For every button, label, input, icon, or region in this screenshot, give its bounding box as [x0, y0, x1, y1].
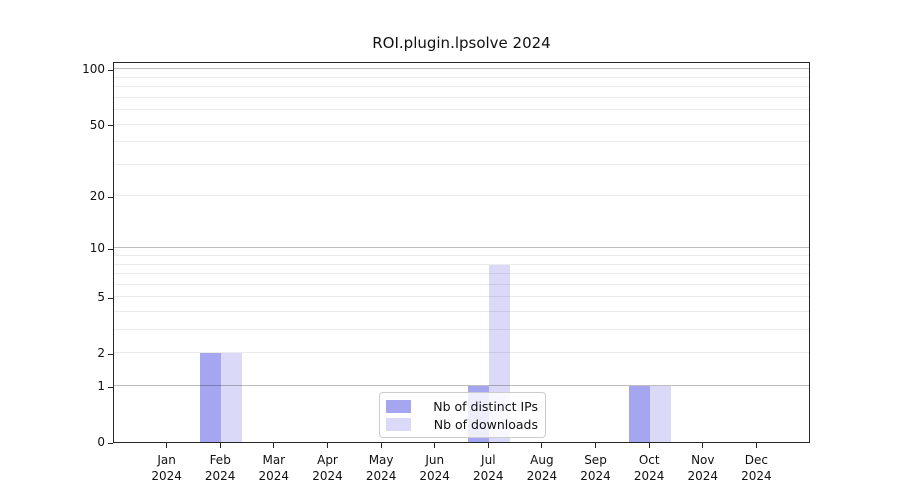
y-tick-mark-10: [108, 248, 113, 250]
legend-swatch-distinct-ips: [386, 399, 411, 413]
x-tick-label-apr: Apr 2024: [312, 453, 343, 483]
x-tick-label-sep: Sep 2024: [580, 453, 611, 483]
y-tick-label-100: 100: [82, 62, 105, 77]
x-tick-label-jan: Jan 2024: [151, 453, 182, 483]
y-tick-label-50: 50: [89, 117, 105, 132]
gridline-1: [114, 385, 809, 386]
gridline-5: [114, 296, 809, 298]
y-tick-label-10: 10: [89, 241, 105, 256]
gridline-3: [114, 329, 809, 331]
y-tick-mark-5: [108, 297, 113, 299]
x-tick-label-jul: Jul 2024: [473, 453, 504, 483]
x-tick-label-feb: Feb 2024: [204, 453, 236, 483]
y-tick-mark-1: [108, 386, 113, 388]
gridline-70: [114, 96, 809, 98]
y-tick-mark-2: [108, 353, 113, 355]
y-tick-label-20: 20: [89, 189, 105, 204]
x-tick-mark-dec: [755, 443, 757, 448]
x-tick-label-jun: Jun 2024: [419, 453, 450, 483]
y-tick-mark-0: [108, 442, 113, 444]
x-tick-label-may: May 2024: [365, 453, 397, 483]
gridline-9: [114, 255, 809, 257]
y-tick-label-1: 1: [97, 379, 105, 393]
chart-title: ROI.plugin.lpsolve 2024: [372, 34, 551, 52]
x-tick-mark-oct: [648, 443, 650, 448]
x-tick-label-oct: Oct 2024: [633, 453, 665, 483]
gridline-4: [114, 311, 809, 312]
gridline-10: [114, 247, 809, 249]
grid-layer: [114, 63, 809, 442]
x-tick-mark-jun: [434, 443, 436, 448]
gridline-50: [114, 123, 809, 125]
legend-label-distinct-ips: Nb of distinct IPs: [433, 398, 538, 414]
legend-item-downloads: Nb of downloads: [386, 416, 538, 432]
gridline-6: [114, 283, 809, 285]
gridline-100: [114, 68, 809, 70]
gridline-40: [114, 141, 809, 143]
x-tick-mark-feb: [219, 443, 221, 448]
x-tick-mark-nov: [702, 443, 704, 448]
bar-distinct-ips-feb: [200, 353, 222, 442]
x-tick-mark-mar: [273, 443, 275, 448]
x-tick-label-mar: Mar 2024: [258, 453, 290, 483]
y-tick-mark-100: [108, 69, 113, 71]
bar-downloads-oct: [650, 386, 672, 442]
y-tick-mark-50: [108, 125, 113, 126]
x-tick-mark-aug: [541, 443, 543, 448]
gridline-60: [114, 109, 809, 111]
gridline-30: [114, 163, 809, 165]
x-tick-mark-jul: [487, 443, 489, 448]
y-tick-label-0: 0: [97, 435, 105, 449]
x-tick-label-dec: Dec 2024: [741, 453, 772, 483]
x-tick-mark-may: [380, 443, 382, 448]
x-tick-mark-sep: [595, 443, 596, 448]
gridline-8: [114, 263, 809, 265]
x-tick-label-nov: Nov 2024: [687, 453, 719, 483]
legend-item-distinct-ips: Nb of distinct IPs: [386, 398, 538, 414]
gridline-80: [114, 86, 809, 88]
gridline-20: [114, 195, 809, 197]
gridline-90: [114, 76, 809, 78]
bar-downloads-feb: [221, 353, 243, 442]
legend-label-downloads: Nb of downloads: [433, 416, 538, 432]
plot-area: Nb of distinct IPs Nb of downloads: [113, 62, 810, 443]
x-tick-label-aug: Aug 2024: [526, 453, 558, 483]
y-tick-mark-20: [108, 196, 113, 198]
legend: Nb of distinct IPs Nb of downloads: [379, 392, 546, 438]
legend-swatch-downloads: [386, 417, 411, 431]
y-tick-label-2: 2: [97, 346, 105, 361]
y-tick-label-5: 5: [97, 290, 105, 305]
gridline-2: [114, 352, 809, 354]
bar-distinct-ips-oct: [629, 386, 651, 442]
gridline-7: [114, 273, 809, 275]
x-tick-mark-apr: [327, 443, 328, 448]
x-tick-mark-jan: [166, 443, 168, 448]
